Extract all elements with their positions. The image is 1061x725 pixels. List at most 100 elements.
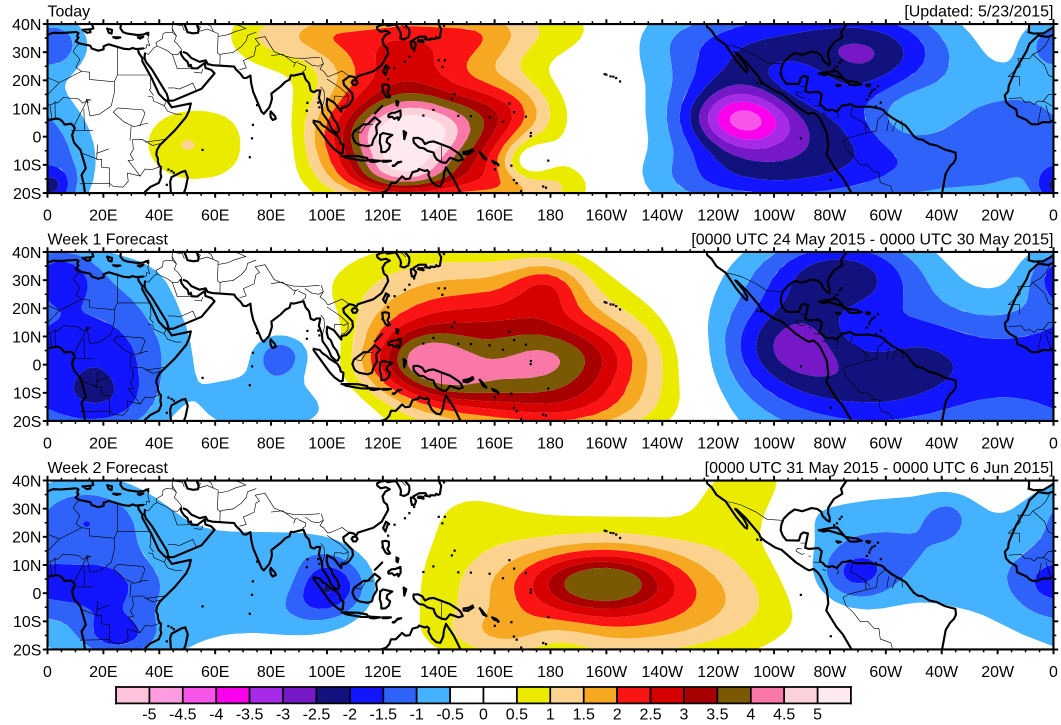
svg-text:40W: 40W [925,664,959,681]
svg-text:20N: 20N [12,301,41,318]
svg-text:-5: -5 [142,707,156,724]
svg-text:-1.5: -1.5 [370,707,398,724]
svg-text:-4.5: -4.5 [169,707,197,724]
svg-text:120W: 120W [697,436,740,453]
svg-text:80E: 80E [257,664,285,681]
svg-text:100W: 100W [753,208,796,225]
svg-text:60E: 60E [201,436,229,453]
svg-text:80W: 80W [814,664,848,681]
svg-text:20E: 20E [89,664,117,681]
svg-text:-0.5: -0.5 [436,707,464,724]
svg-text:40N: 40N [12,17,41,34]
svg-text:140W: 140W [641,436,684,453]
svg-text:60E: 60E [201,664,229,681]
svg-text:10S: 10S [13,614,41,631]
svg-text:20E: 20E [89,208,117,225]
svg-text:120W: 120W [697,664,740,681]
svg-text:40E: 40E [145,436,173,453]
svg-text:0: 0 [1049,664,1058,681]
svg-text:160W: 160W [586,664,629,681]
svg-text:80E: 80E [257,208,285,225]
svg-text:140W: 140W [641,208,684,225]
svg-text:10S: 10S [13,386,41,403]
svg-text:100W: 100W [753,664,796,681]
svg-text:[0000 UTC 31 May 2015 - 0000 U: [0000 UTC 31 May 2015 - 0000 UTC 6 Jun 2… [705,460,1054,477]
svg-text:40N: 40N [12,473,41,490]
svg-text:160E: 160E [476,436,513,453]
svg-text:Today: Today [48,3,91,20]
svg-text:140E: 140E [420,664,457,681]
svg-text:-2: -2 [343,707,357,724]
svg-text:140E: 140E [420,208,457,225]
svg-text:-3: -3 [276,707,290,724]
svg-text:160E: 160E [476,664,513,681]
svg-text:100E: 100E [308,208,345,225]
svg-text:0: 0 [1049,208,1058,225]
svg-text:-4: -4 [209,707,223,724]
svg-text:40W: 40W [925,208,959,225]
svg-text:180: 180 [537,208,564,225]
svg-text:140W: 140W [641,664,684,681]
svg-text:40E: 40E [145,208,173,225]
svg-text:0: 0 [32,357,41,374]
svg-text:3.5: 3.5 [706,707,728,724]
svg-text:0: 0 [43,208,52,225]
svg-text:-3.5: -3.5 [236,707,264,724]
svg-text:Week 1 Forecast: Week 1 Forecast [48,231,169,248]
svg-text:1: 1 [546,707,555,724]
svg-text:40W: 40W [925,436,959,453]
svg-text:60E: 60E [201,208,229,225]
svg-text:10N: 10N [12,329,41,346]
svg-text:180: 180 [537,436,564,453]
svg-text:-1: -1 [410,707,424,724]
svg-text:20N: 20N [12,530,41,547]
svg-text:0.5: 0.5 [506,707,528,724]
svg-text:[Updated: 5/23/2015]: [Updated: 5/23/2015] [904,3,1053,20]
svg-text:20W: 20W [981,664,1015,681]
svg-text:100E: 100E [308,436,345,453]
svg-text:120E: 120E [364,436,401,453]
svg-text:0: 0 [32,586,41,603]
svg-text:40N: 40N [12,245,41,262]
svg-text:1.5: 1.5 [573,707,595,724]
svg-text:10N: 10N [12,558,41,575]
svg-text:20W: 20W [981,208,1015,225]
svg-text:30N: 30N [12,273,41,290]
svg-text:20S: 20S [13,414,41,431]
svg-text:10S: 10S [13,158,41,175]
svg-text:[0000 UTC 24 May 2015 - 0000 U: [0000 UTC 24 May 2015 - 0000 UTC 30 May … [691,231,1053,248]
svg-text:100W: 100W [753,436,796,453]
svg-text:4: 4 [746,707,755,724]
svg-text:0: 0 [43,436,52,453]
svg-text:40E: 40E [145,664,173,681]
svg-text:30N: 30N [12,45,41,62]
svg-text:120E: 120E [364,664,401,681]
svg-text:120E: 120E [364,208,401,225]
svg-text:20S: 20S [13,186,41,203]
svg-text:80W: 80W [814,208,848,225]
svg-text:-2.5: -2.5 [303,707,331,724]
svg-text:20W: 20W [981,436,1015,453]
svg-text:60W: 60W [869,664,903,681]
svg-text:160W: 160W [586,436,629,453]
svg-text:120W: 120W [697,208,740,225]
svg-text:10N: 10N [12,101,41,118]
svg-text:4.5: 4.5 [773,707,795,724]
svg-text:80W: 80W [814,436,848,453]
svg-text:20N: 20N [12,73,41,90]
svg-text:2.5: 2.5 [639,707,661,724]
svg-text:2: 2 [613,707,622,724]
svg-text:0: 0 [32,129,41,146]
svg-text:160W: 160W [586,208,629,225]
svg-text:60W: 60W [869,208,903,225]
svg-text:0: 0 [1049,436,1058,453]
svg-text:20E: 20E [89,436,117,453]
svg-text:30N: 30N [12,501,41,518]
svg-text:80E: 80E [257,436,285,453]
svg-text:Week 2 Forecast: Week 2 Forecast [48,460,169,477]
svg-text:3: 3 [680,707,689,724]
svg-text:20S: 20S [13,642,41,659]
svg-text:100E: 100E [308,664,345,681]
svg-text:160E: 160E [476,208,513,225]
svg-text:0: 0 [479,707,488,724]
